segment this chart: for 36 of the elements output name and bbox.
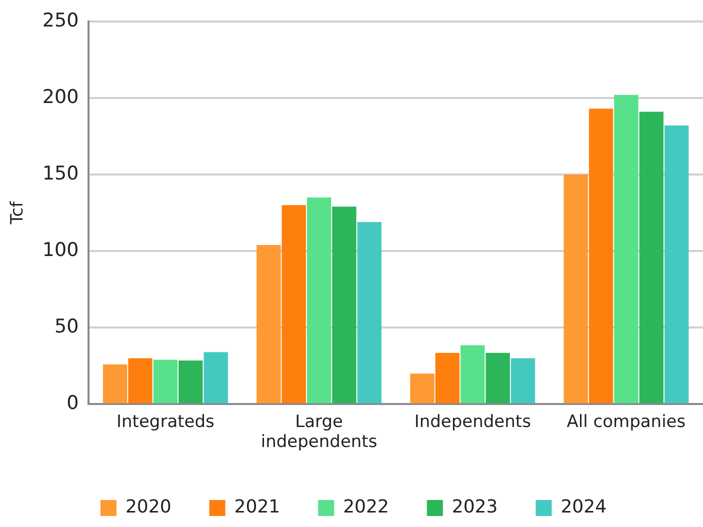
bar: [435, 352, 460, 404]
legend-label: 2024: [560, 496, 607, 518]
x-tick-label: Independents: [414, 412, 532, 432]
x-tick-label: All companies: [566, 412, 686, 432]
y-axis-title: Tcf: [8, 200, 28, 226]
bar: [153, 360, 178, 404]
y-tick-label: 0: [66, 392, 79, 414]
bar: [410, 374, 434, 404]
bar: [588, 108, 614, 404]
bar: [357, 222, 382, 404]
bar: [306, 197, 332, 404]
y-tick-label: 50: [54, 316, 79, 338]
y-tick-label: 150: [42, 162, 79, 184]
bar: [282, 205, 306, 404]
x-tick-label: Large independents: [260, 412, 378, 452]
y-tick-label: 200: [42, 86, 79, 108]
bar: [564, 174, 588, 404]
bar: [486, 352, 510, 404]
bar: [639, 112, 664, 404]
legend-label: 2023: [452, 496, 498, 518]
y-tick-label: 250: [42, 9, 79, 32]
bar: [614, 94, 638, 404]
legend-label: 2021: [234, 496, 280, 518]
bar: [102, 364, 128, 404]
y-tick-label: 100: [42, 239, 79, 262]
bar: [256, 244, 281, 404]
bar: [664, 126, 689, 404]
bar: [510, 358, 536, 404]
bar: [204, 352, 228, 404]
bar: [460, 345, 485, 404]
bar: [128, 358, 152, 404]
legend-label: 2020: [125, 496, 172, 518]
x-tick-label: Integrateds: [116, 412, 215, 432]
bar: [332, 206, 356, 404]
bar: [178, 360, 203, 404]
legend-label: 2022: [343, 496, 389, 518]
